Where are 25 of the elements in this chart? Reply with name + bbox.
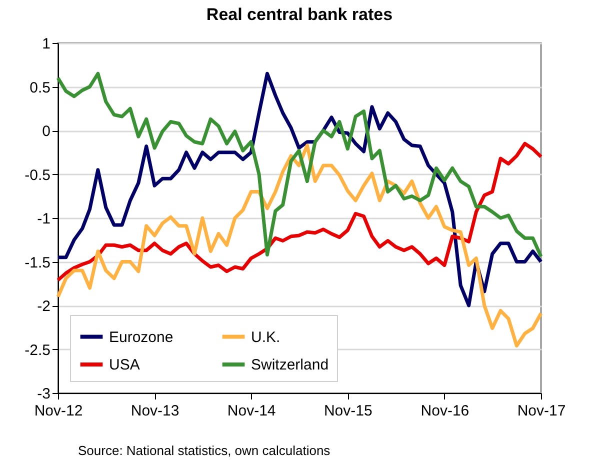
y-tick-label: -1	[37, 210, 50, 228]
x-tick-label: Nov-14	[227, 402, 276, 420]
x-tick-label: Nov-16	[420, 402, 470, 420]
y-tick-label: 0	[42, 123, 50, 140]
chart-title: Real central bank rates	[206, 5, 393, 24]
x-tick-label: Nov-17	[517, 402, 566, 420]
line-series	[56, 72, 543, 308]
legend-label: USA	[109, 356, 140, 374]
line-series	[56, 72, 543, 258]
legend-label: Eurozone	[109, 328, 174, 346]
x-tick-label: Nov-15	[324, 402, 372, 420]
y-tick-label: 0.5	[30, 79, 50, 96]
y-tick-label: 1	[42, 36, 50, 52]
legend-label: U.K.	[251, 328, 280, 346]
y-tick-label: -0.5	[24, 166, 50, 184]
x-tick-label: Nov-12	[34, 402, 83, 420]
y-tick-label: -1.5	[24, 254, 50, 272]
source-note: Source: National statistics, own calculations	[78, 443, 331, 458]
line-series	[56, 142, 543, 282]
y-tick-label: -2	[37, 298, 50, 315]
y-tick-label: -3	[37, 386, 50, 402]
line-series	[56, 144, 543, 348]
y-tick-label: -2.5	[24, 342, 50, 359]
x-tick-label: Nov-13	[130, 402, 180, 420]
legend-label: Switzerland	[251, 356, 329, 374]
